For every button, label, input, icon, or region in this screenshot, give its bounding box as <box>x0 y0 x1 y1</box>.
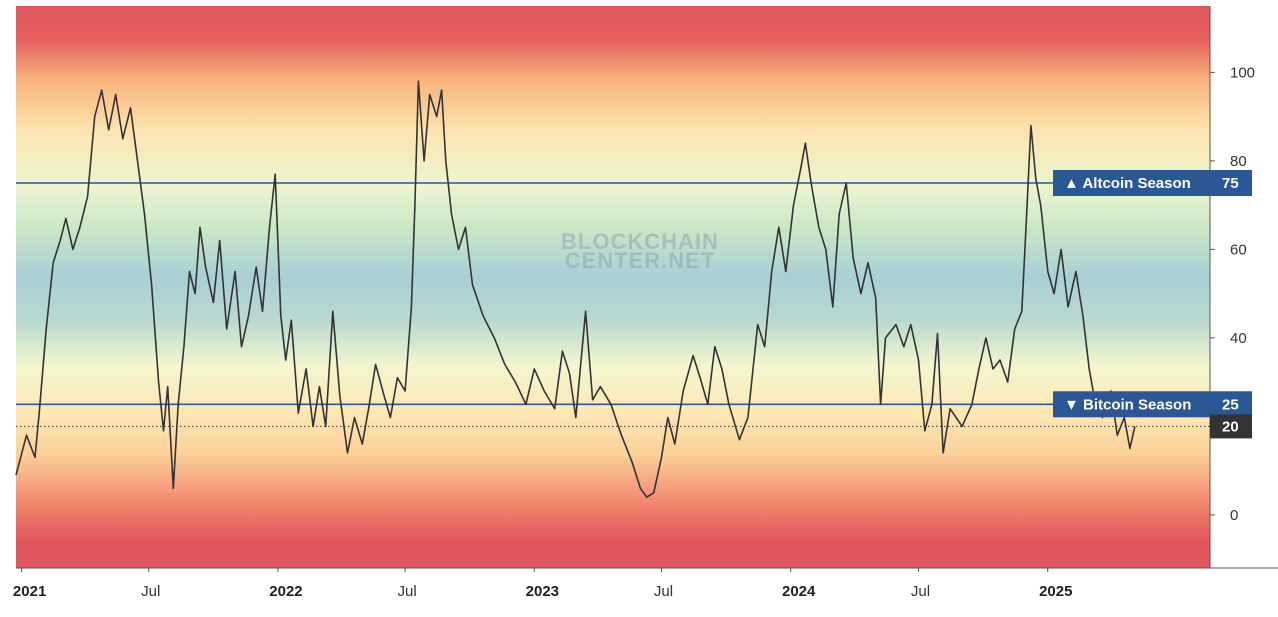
current-value-text: 20 <box>1222 418 1239 435</box>
x-tick-label-8: 2025 <box>1039 583 1072 600</box>
current-value-badge: 20 <box>1210 414 1252 439</box>
y-tick-label-60: 60 <box>1230 241 1247 258</box>
y-tick-label-0: 0 <box>1230 507 1238 524</box>
y-axis-ticks: 0 20 40 60 80 100 <box>1210 64 1255 524</box>
watermark-line-1: BLOCKCHAIN <box>561 229 719 254</box>
bitcoin-season-value-badge <box>1210 391 1252 418</box>
bitcoin-season-label: ▼ Bitcoin Season <box>1064 396 1191 413</box>
x-tick-label-3: Jul <box>398 583 417 600</box>
altcoin-season-label: ▲ Altcoin Season <box>1064 175 1191 192</box>
y-tick-label-40: 40 <box>1230 330 1247 347</box>
bitcoin-season-badge <box>1053 391 1210 418</box>
y-tick-label-80: 80 <box>1230 153 1247 170</box>
current-value-box <box>1210 414 1252 439</box>
x-tick-label-4: 2023 <box>526 583 559 600</box>
series-line-0 <box>15 80 1136 498</box>
watermark: BLOCKCHAIN CENTER.NET <box>561 229 719 273</box>
x-tick-label-5: Jul <box>654 583 673 600</box>
x-tick-label-2: 2022 <box>269 583 302 600</box>
threshold-lines <box>16 182 1210 406</box>
x-tick-label-0: 2021 <box>13 583 46 600</box>
y-tick-label-100: 100 <box>1230 64 1255 81</box>
threshold-badges: ▲ Altcoin Season 75 ▼ Bitcoin Season 25 <box>1053 170 1252 418</box>
x-tick-label-1: Jul <box>141 583 160 600</box>
x-axis-ticks: 2021 Jul 2022 Jul 2023 Jul 2024 Jul 2025 <box>13 568 1072 600</box>
series-group <box>15 80 1136 498</box>
bitcoin-season-value: 25 <box>1222 396 1239 413</box>
altcoin-season-badge <box>1053 170 1210 197</box>
x-tick-label-6: 2024 <box>782 583 816 600</box>
altcoin-season-value-badge <box>1210 170 1252 197</box>
x-tick-label-7: Jul <box>911 583 930 600</box>
altcoin-season-value: 75 <box>1222 175 1239 192</box>
watermark-line-2: CENTER.NET <box>565 248 716 273</box>
